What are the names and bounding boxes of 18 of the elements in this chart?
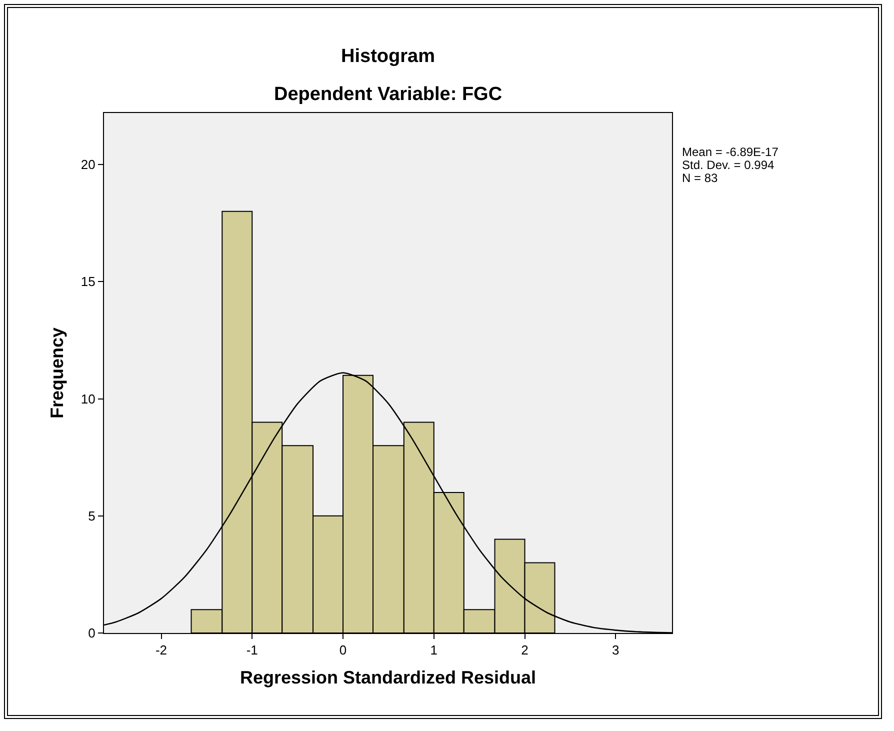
x-tick-label: -2	[155, 642, 168, 658]
x-tick-label: 2	[521, 642, 528, 658]
x-tick-label: 0	[339, 642, 347, 658]
x-tick-label: 3	[612, 642, 620, 658]
y-tick-label: 20	[80, 157, 96, 172]
y-tick-label: 5	[88, 508, 96, 524]
chart-subtitle: Dependent Variable: FGC	[274, 84, 502, 105]
y-tick-label: 15	[80, 274, 96, 290]
y-tick-label: 10	[80, 391, 96, 406]
text: Mean = -6.89E-17	[682, 145, 779, 159]
y-axis-title: Frequency	[47, 327, 68, 419]
text: N = 83	[682, 171, 718, 185]
chart-title: Histogram	[341, 46, 435, 67]
x-tick-label: -1	[246, 642, 258, 658]
y-tick-label: 0	[88, 626, 96, 641]
x-tick-label: 1	[430, 642, 438, 658]
x-axis-title: Regression Standardized Residual	[240, 668, 536, 688]
text: Std. Dev. = 0.994	[682, 158, 774, 172]
